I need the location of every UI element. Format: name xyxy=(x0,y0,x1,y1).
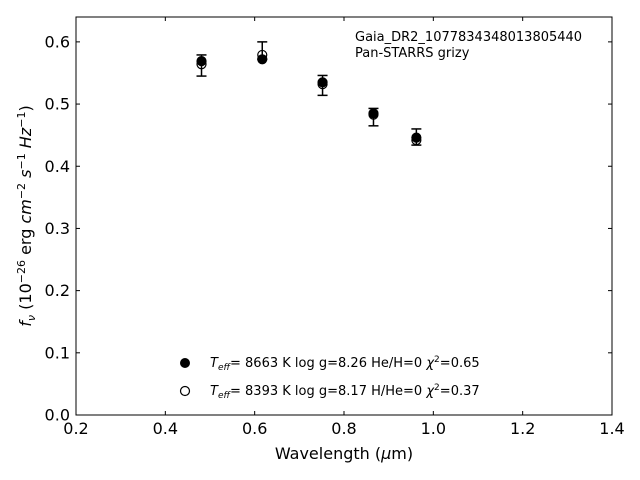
legend-marker-filled xyxy=(180,358,190,368)
legend-entry-2: Teff= 8393 K log g=8.17 H/He=0 χ2=0.37 xyxy=(210,383,480,401)
x-tick-label: 1.0 xyxy=(421,419,446,438)
plot-area xyxy=(75,16,613,416)
legend: Teff= 8663 K log g=8.26 He/H=0 χ2=0.65 T… xyxy=(179,355,480,401)
y-tick-label: 0.0 xyxy=(45,406,70,425)
data-point-filled xyxy=(196,56,207,67)
y-tick-label: 0.6 xyxy=(45,32,70,51)
survey-annotation: Pan-STARRS grizy xyxy=(355,46,470,61)
x-tick-label: 0.4 xyxy=(153,419,178,438)
data-point-open xyxy=(317,79,328,90)
data-point-open xyxy=(196,59,207,70)
data-point-open xyxy=(368,109,379,120)
y-axis-label: fν (10−26 erg cm−2 s−1 Hz−1) xyxy=(15,105,38,326)
legend-marker-open xyxy=(179,385,191,397)
x-axis-label: Wavelength (μm) xyxy=(275,444,413,463)
data-point-open xyxy=(411,135,422,146)
legend-entry-1: Teff= 8663 K log g=8.26 He/H=0 χ2=0.65 xyxy=(210,355,480,373)
data-marks xyxy=(196,41,422,146)
data-point-open xyxy=(257,49,268,61)
object-name-annotation: Gaia_DR2_1077834348013805440 xyxy=(355,30,582,45)
x-tick-label: 1.2 xyxy=(510,419,535,438)
x-tick-label: 0.6 xyxy=(242,419,267,438)
x-tick-label: 1.4 xyxy=(599,419,624,438)
data-point-filled xyxy=(411,132,422,143)
x-tick-label: 0.2 xyxy=(63,419,88,438)
y-tick-label: 0.3 xyxy=(45,219,70,238)
x-tick-label: 0.8 xyxy=(331,419,356,438)
y-tick-label: 0.1 xyxy=(45,343,70,362)
y-tick-label: 0.5 xyxy=(45,95,70,114)
axis-ticks: 0.2 0.4 0.6 0.8 1.0 1.2 1.4 0.0 0.1 0.2 0.3 0.4 0.5 0… xyxy=(45,17,625,438)
y-tick-label: 0.4 xyxy=(45,157,70,176)
y-tick-label: 0.2 xyxy=(45,281,70,300)
